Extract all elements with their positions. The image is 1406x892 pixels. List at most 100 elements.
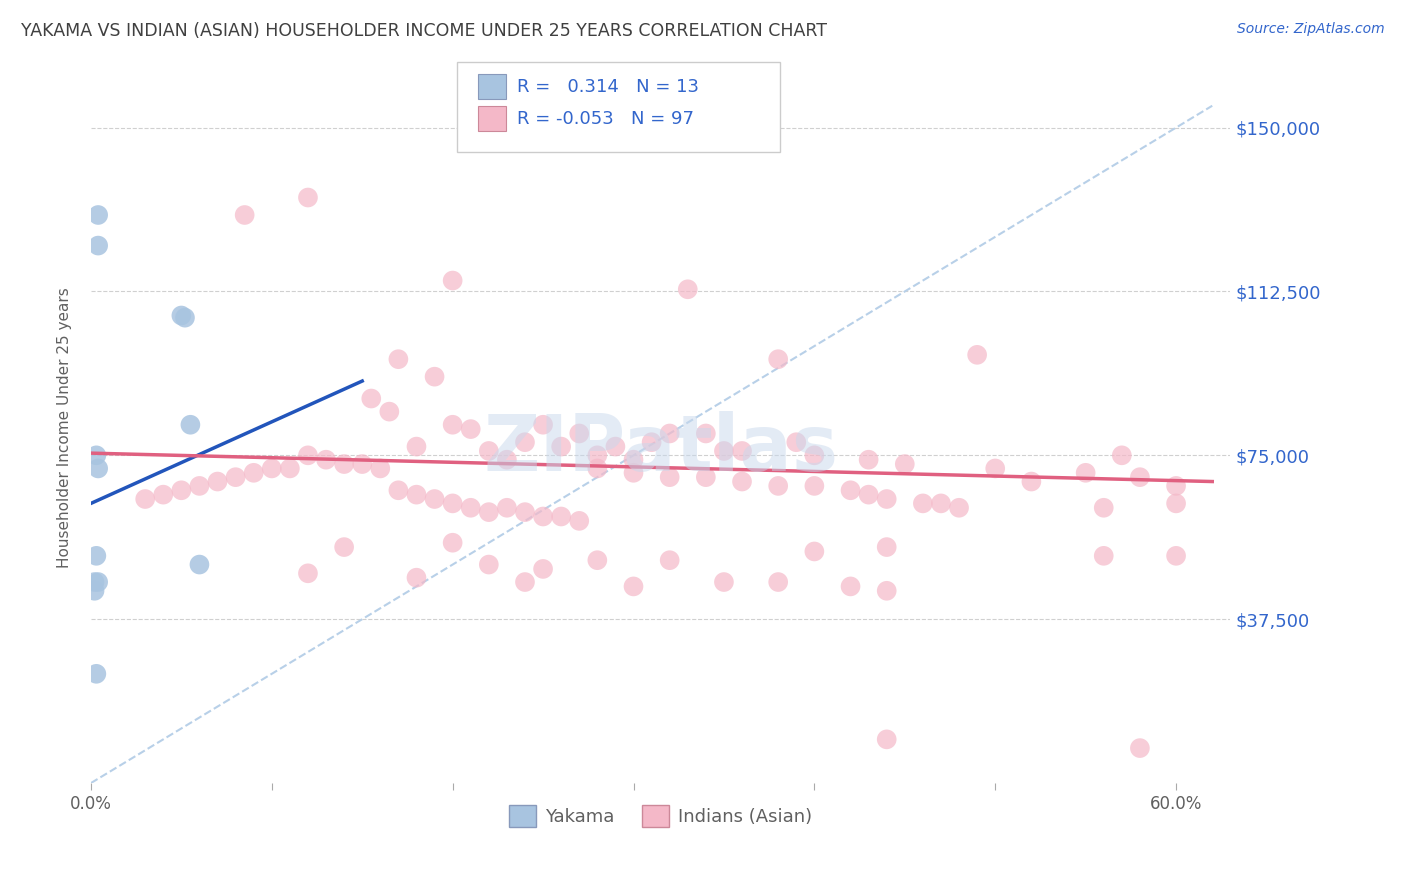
Point [640, 435, 662, 450]
Point [87, 208, 110, 222]
Point [387, 483, 409, 498]
Point [623, 466, 645, 480]
Point [297, 190, 319, 204]
Point [586, 448, 609, 462]
Point [623, 579, 645, 593]
Point [839, 483, 862, 498]
Point [1164, 549, 1187, 563]
Point [86, 666, 108, 681]
Point [405, 571, 427, 585]
Point [1164, 496, 1187, 510]
Point [766, 352, 789, 367]
Legend: Yakama, Indians (Asian): Yakama, Indians (Asian) [502, 798, 820, 834]
Point [1092, 500, 1115, 515]
Point [605, 440, 627, 454]
Point [568, 514, 591, 528]
Point [496, 452, 519, 467]
Text: R =   0.314   N = 13: R = 0.314 N = 13 [517, 78, 699, 95]
Point [315, 452, 337, 467]
Point [423, 369, 446, 384]
Point [876, 583, 898, 598]
Point [87, 461, 110, 475]
Point [531, 509, 554, 524]
Point [378, 404, 401, 418]
Point [297, 566, 319, 581]
Point [1074, 466, 1097, 480]
Point [441, 274, 464, 288]
Point [441, 535, 464, 549]
Point [623, 452, 645, 467]
Point [460, 500, 482, 515]
Point [513, 505, 536, 519]
Point [333, 457, 356, 471]
Point [731, 444, 754, 458]
Point [360, 392, 382, 406]
Text: Source: ZipAtlas.com: Source: ZipAtlas.com [1237, 22, 1385, 37]
Point [86, 549, 108, 563]
Point [858, 488, 880, 502]
Point [441, 496, 464, 510]
Point [333, 540, 356, 554]
Point [260, 461, 283, 475]
Point [1129, 470, 1152, 484]
Point [87, 575, 110, 590]
Point [352, 457, 374, 471]
Point [766, 479, 789, 493]
Point [839, 579, 862, 593]
Point [586, 553, 609, 567]
Point [478, 444, 501, 458]
Point [170, 483, 193, 498]
Point [658, 426, 681, 441]
Point [966, 348, 988, 362]
Point [233, 208, 256, 222]
Point [876, 491, 898, 506]
Point [803, 479, 825, 493]
Point [242, 466, 264, 480]
Point [984, 461, 1007, 475]
Point [368, 461, 391, 475]
Point [1021, 475, 1043, 489]
Point [478, 505, 501, 519]
Point [1092, 549, 1115, 563]
Point [297, 448, 319, 462]
Text: ZIPatlas: ZIPatlas [484, 411, 838, 487]
Point [174, 310, 197, 325]
Point [858, 452, 880, 467]
Point [731, 475, 754, 489]
Point [83, 575, 105, 590]
Point [713, 444, 735, 458]
Point [278, 461, 301, 475]
Point [179, 417, 201, 432]
Point [387, 352, 409, 367]
Point [894, 457, 917, 471]
Point [785, 435, 807, 450]
Point [83, 583, 105, 598]
Point [513, 435, 536, 450]
Point [531, 562, 554, 576]
Point [550, 440, 572, 454]
Point [170, 309, 193, 323]
Point [134, 491, 156, 506]
Point [513, 575, 536, 590]
Point [876, 540, 898, 554]
Point [531, 417, 554, 432]
Point [496, 500, 519, 515]
Point [803, 448, 825, 462]
Point [87, 238, 110, 252]
Point [188, 558, 211, 572]
Point [423, 491, 446, 506]
Point [876, 732, 898, 747]
Point [676, 282, 699, 296]
Point [586, 461, 609, 475]
Point [152, 488, 174, 502]
Point [568, 426, 591, 441]
Point [225, 470, 247, 484]
Point [911, 496, 934, 510]
Point [1129, 741, 1152, 756]
Point [86, 448, 108, 462]
Point [405, 488, 427, 502]
Point [207, 475, 229, 489]
Point [441, 417, 464, 432]
Point [1164, 479, 1187, 493]
Text: YAKAMA VS INDIAN (ASIAN) HOUSEHOLDER INCOME UNDER 25 YEARS CORRELATION CHART: YAKAMA VS INDIAN (ASIAN) HOUSEHOLDER INC… [21, 22, 827, 40]
